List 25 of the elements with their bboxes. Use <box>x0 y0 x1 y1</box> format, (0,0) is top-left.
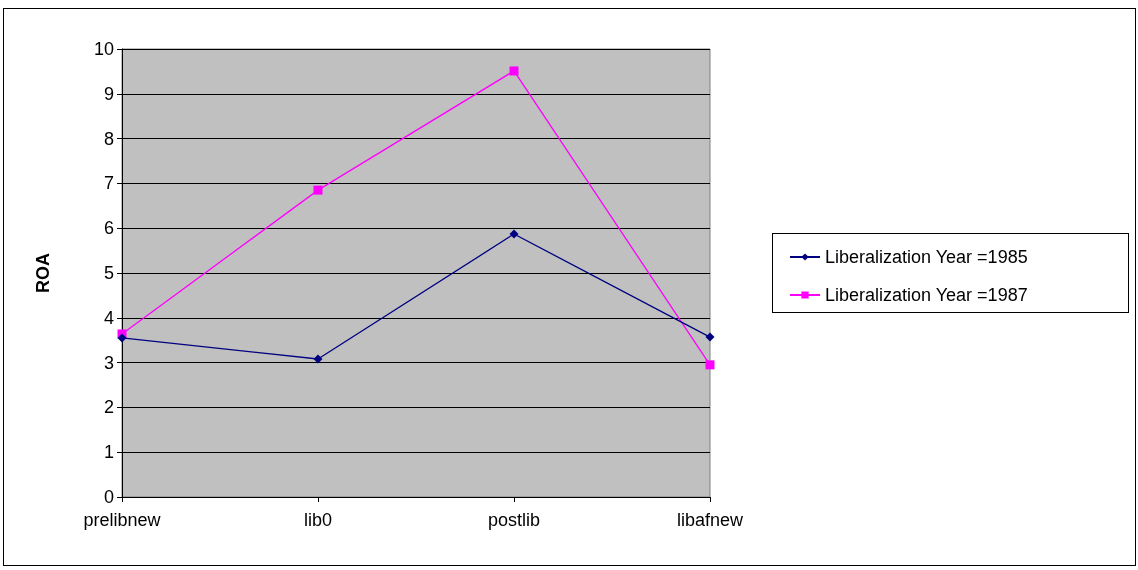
y-tick-label: 9 <box>103 83 114 104</box>
y-tick-label: 5 <box>103 263 114 283</box>
y-tick-label: 1 <box>103 442 114 463</box>
y-tick-label: 7 <box>103 173 114 194</box>
point <box>509 229 519 239</box>
x-tick-label: libafnew <box>676 510 745 530</box>
y-tick-label: 6 <box>103 218 114 239</box>
y-tick-label: 8 <box>103 128 114 149</box>
y-tick-label: 10 <box>93 39 114 59</box>
point <box>313 354 323 364</box>
legend-label: Liberalization Year =1985 <box>825 247 1028 267</box>
y-axis-title: ROA <box>33 253 53 293</box>
point <box>509 66 519 76</box>
legend-label: Liberalization Year =1987 <box>825 285 1028 305</box>
point <box>705 360 715 370</box>
y-tick-label: 0 <box>103 487 114 507</box>
y-tick-label: 3 <box>103 352 114 373</box>
y-tick-label: 2 <box>103 397 114 418</box>
point <box>313 185 323 195</box>
x-tick-label: lib0 <box>303 510 333 530</box>
point <box>705 332 715 342</box>
point <box>117 333 127 343</box>
x-tick-label: prelibnew <box>83 510 162 530</box>
x-tick-label: postlib <box>487 510 541 530</box>
y-tick-label: 4 <box>103 307 114 328</box>
